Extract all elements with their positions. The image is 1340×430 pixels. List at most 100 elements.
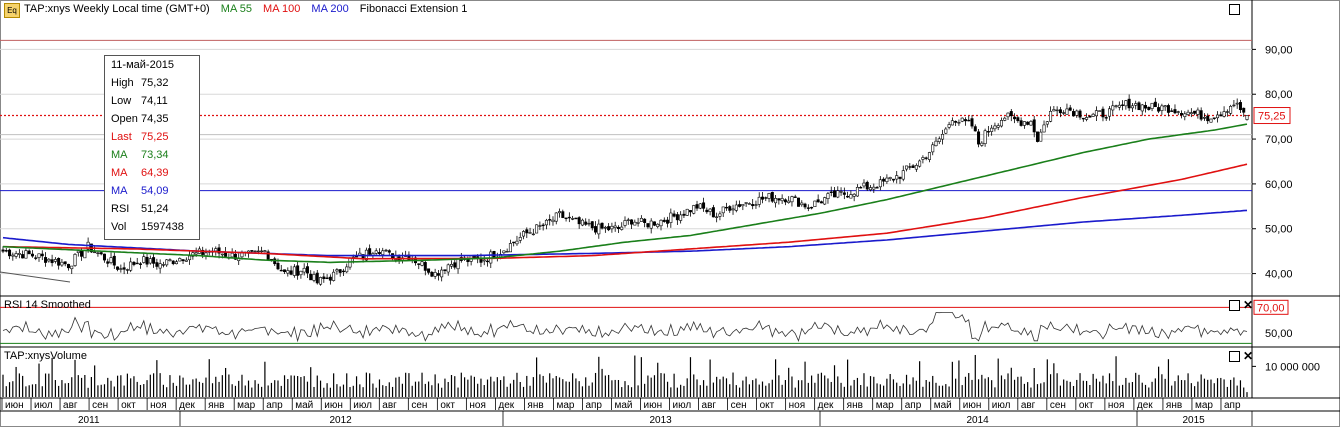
candle-body [53, 259, 57, 262]
candle-body [309, 273, 313, 281]
candle-body [731, 208, 735, 211]
candle-body [1013, 116, 1017, 120]
candle-body [512, 241, 516, 244]
candle-body [561, 211, 565, 218]
candle-body [1052, 109, 1056, 112]
candle-body [833, 190, 837, 198]
month-label: янв [527, 400, 543, 411]
month-label: июл [992, 400, 1011, 411]
candle-body [672, 213, 676, 217]
candle-body [728, 206, 732, 211]
candle-body [911, 165, 915, 168]
tooltip-row-last: Last 75,25 [111, 129, 169, 145]
candle-body [1199, 110, 1203, 120]
month-label: окт [440, 400, 455, 411]
candle-body [522, 231, 526, 237]
candle-body [302, 267, 306, 273]
candle-body [633, 221, 637, 226]
candle-body [551, 219, 555, 223]
candle-body [345, 266, 349, 273]
candle-body [558, 211, 562, 214]
maximize-icon[interactable] [1229, 4, 1240, 15]
month-label: мар [556, 400, 574, 411]
candle-body [918, 160, 922, 167]
candle-body [1173, 109, 1177, 114]
candle-body [184, 259, 188, 262]
candle-body [685, 208, 689, 216]
candle-body [335, 269, 339, 272]
candle-body [66, 263, 70, 269]
candle-body [1045, 121, 1049, 125]
candle-body [1121, 104, 1125, 106]
ma55-legend[interactable]: MA 55 [220, 3, 252, 15]
month-label: май [934, 400, 952, 411]
candle-body [11, 254, 15, 257]
month-label: ноя [1108, 400, 1125, 411]
candle-body [659, 219, 663, 227]
candle-body [957, 122, 961, 124]
candle-body [600, 222, 604, 229]
chart-menu-icon[interactable]: Eq [4, 3, 20, 18]
symbol-title[interactable]: TAP:xnys Weekly Local time (GMT+0) [24, 3, 210, 15]
candle-body [580, 219, 584, 226]
candle-body [1101, 108, 1105, 118]
candle-body [1160, 105, 1164, 111]
candle-body [977, 131, 981, 145]
candle-body [368, 248, 372, 255]
candle-body [377, 252, 381, 254]
year-label: 2011 [78, 415, 100, 426]
candle-body [312, 274, 316, 281]
candle-body [508, 243, 512, 253]
candle-body [548, 219, 552, 221]
candle-body [819, 201, 823, 204]
candle-body [1170, 110, 1174, 112]
candle-body [116, 266, 120, 270]
candle-body [305, 266, 309, 274]
candle-body [767, 193, 771, 199]
candle-body [129, 261, 133, 271]
candle-body [240, 252, 244, 258]
candle-body [1019, 120, 1023, 126]
volume-tick-label: 10 000 000 [1265, 361, 1320, 373]
month-label: июн [644, 400, 663, 411]
rsi-maximize-icon[interactable] [1229, 300, 1240, 311]
candle-body [99, 252, 103, 255]
candle-body [1153, 101, 1157, 108]
fibonacci-legend[interactable]: Fibonacci Extension 1 [359, 3, 468, 15]
ma100-legend[interactable]: MA 100 [263, 3, 301, 15]
rsi-title[interactable]: RSI 14 Smoothed [4, 299, 91, 311]
candle-body [1157, 107, 1161, 112]
candle-body [27, 250, 31, 255]
candle-body [1186, 111, 1190, 115]
rsi-close-icon[interactable]: ✕ [1243, 298, 1254, 312]
volume-title[interactable]: TAP:xnysVolume [4, 350, 87, 362]
candle-body [849, 194, 853, 199]
candle-body [941, 134, 945, 140]
candle-body [852, 193, 856, 197]
candle-body [1183, 113, 1187, 117]
candle-body [921, 157, 925, 160]
candle-body [872, 186, 876, 190]
candle-body [783, 199, 787, 203]
tooltip-key: MA [111, 167, 128, 179]
candle-body [603, 226, 607, 229]
candle-body [757, 196, 761, 205]
candle-body [158, 263, 162, 269]
candle-body [230, 252, 234, 258]
candle-body [797, 197, 801, 207]
month-label: дек [498, 400, 514, 411]
volume-maximize-icon[interactable] [1229, 351, 1240, 362]
tooltip-row-ma: MA 54,09 [111, 183, 169, 199]
tooltip-row-rsi: RSI 51,24 [111, 201, 169, 217]
candle-body [967, 119, 971, 122]
candle-body [724, 206, 728, 209]
candle-body [155, 262, 159, 267]
candle-body [381, 250, 385, 255]
candle-body [283, 269, 287, 273]
ma200-legend[interactable]: MA 200 [311, 3, 349, 15]
candle-body [482, 259, 486, 262]
month-label: апр [905, 400, 922, 411]
volume-close-icon[interactable]: ✕ [1243, 349, 1254, 363]
candle-body [754, 204, 758, 206]
